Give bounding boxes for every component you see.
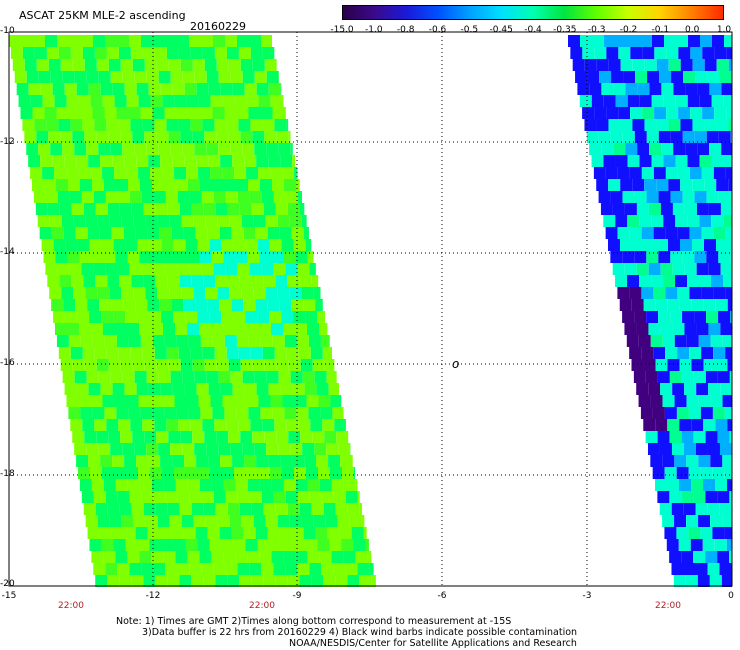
- map-title: ASCAT 25KM MLE-2 ascending: [19, 9, 186, 22]
- lat-label: -16: [0, 358, 15, 368]
- annotation-o: o: [452, 357, 459, 371]
- note-line-1: Note: 1) Times are GMT 2)Times along bot…: [116, 616, 512, 627]
- note-line-3: NOAA/NESDIS/Center for Satellite Applica…: [289, 638, 577, 649]
- lon-label: -9: [292, 591, 302, 601]
- lat-label: -18: [0, 469, 15, 479]
- colorbar-tick-label: -0.6: [428, 25, 447, 35]
- time-label: 22:00: [58, 601, 84, 611]
- lon-label: -12: [145, 591, 161, 601]
- colorbar-tick-label: -0.3: [587, 25, 606, 35]
- time-label: 22:00: [249, 601, 275, 611]
- lon-label: 0: [728, 591, 734, 601]
- colorbar-tick-label: -0.4: [524, 25, 542, 35]
- lat-label: -12: [0, 137, 15, 147]
- colorbar-tick-label: -0.1: [651, 25, 670, 35]
- colorbar-tick-label: -0.5: [460, 25, 479, 35]
- lat-label: -20: [0, 579, 15, 589]
- colorbar-tick-label: -0.35: [553, 25, 577, 35]
- swath-right: [568, 35, 732, 587]
- grid-lines: [9, 32, 732, 586]
- colorbar-tick-label: -0.45: [489, 25, 513, 35]
- lon-label: -6: [437, 591, 447, 601]
- colorbar: [342, 5, 724, 20]
- time-label: 22:00: [655, 601, 681, 611]
- lat-label: -14: [0, 247, 15, 257]
- note-line-2: 3)Data buffer is 22 hrs from 20160229 4)…: [142, 627, 578, 638]
- map-date: 20160229: [190, 20, 246, 33]
- lat-label: -10: [0, 26, 15, 36]
- lon-label: -3: [582, 591, 592, 601]
- colorbar-tick-label: -1.0: [365, 25, 383, 35]
- colorbar-tick-label: -15.0: [330, 25, 354, 35]
- swath-left: [9, 35, 376, 587]
- plot-frame: [8, 31, 733, 587]
- lon-label: -15: [1, 591, 17, 601]
- colorbar-tick-label: -0.8: [396, 25, 415, 35]
- colorbar-tick-label: 1.0: [716, 25, 732, 35]
- colorbar-tick-label: 0.0: [684, 25, 700, 35]
- colorbar-tick-label: -0.2: [619, 25, 638, 35]
